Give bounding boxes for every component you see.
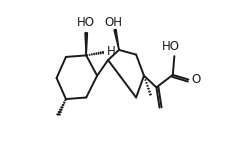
Text: O: O	[192, 73, 201, 86]
Text: OH: OH	[104, 16, 122, 29]
Text: H: H	[107, 45, 116, 58]
Text: HO: HO	[162, 40, 180, 53]
Text: HO: HO	[77, 16, 95, 29]
Polygon shape	[114, 29, 119, 50]
Polygon shape	[85, 33, 87, 55]
